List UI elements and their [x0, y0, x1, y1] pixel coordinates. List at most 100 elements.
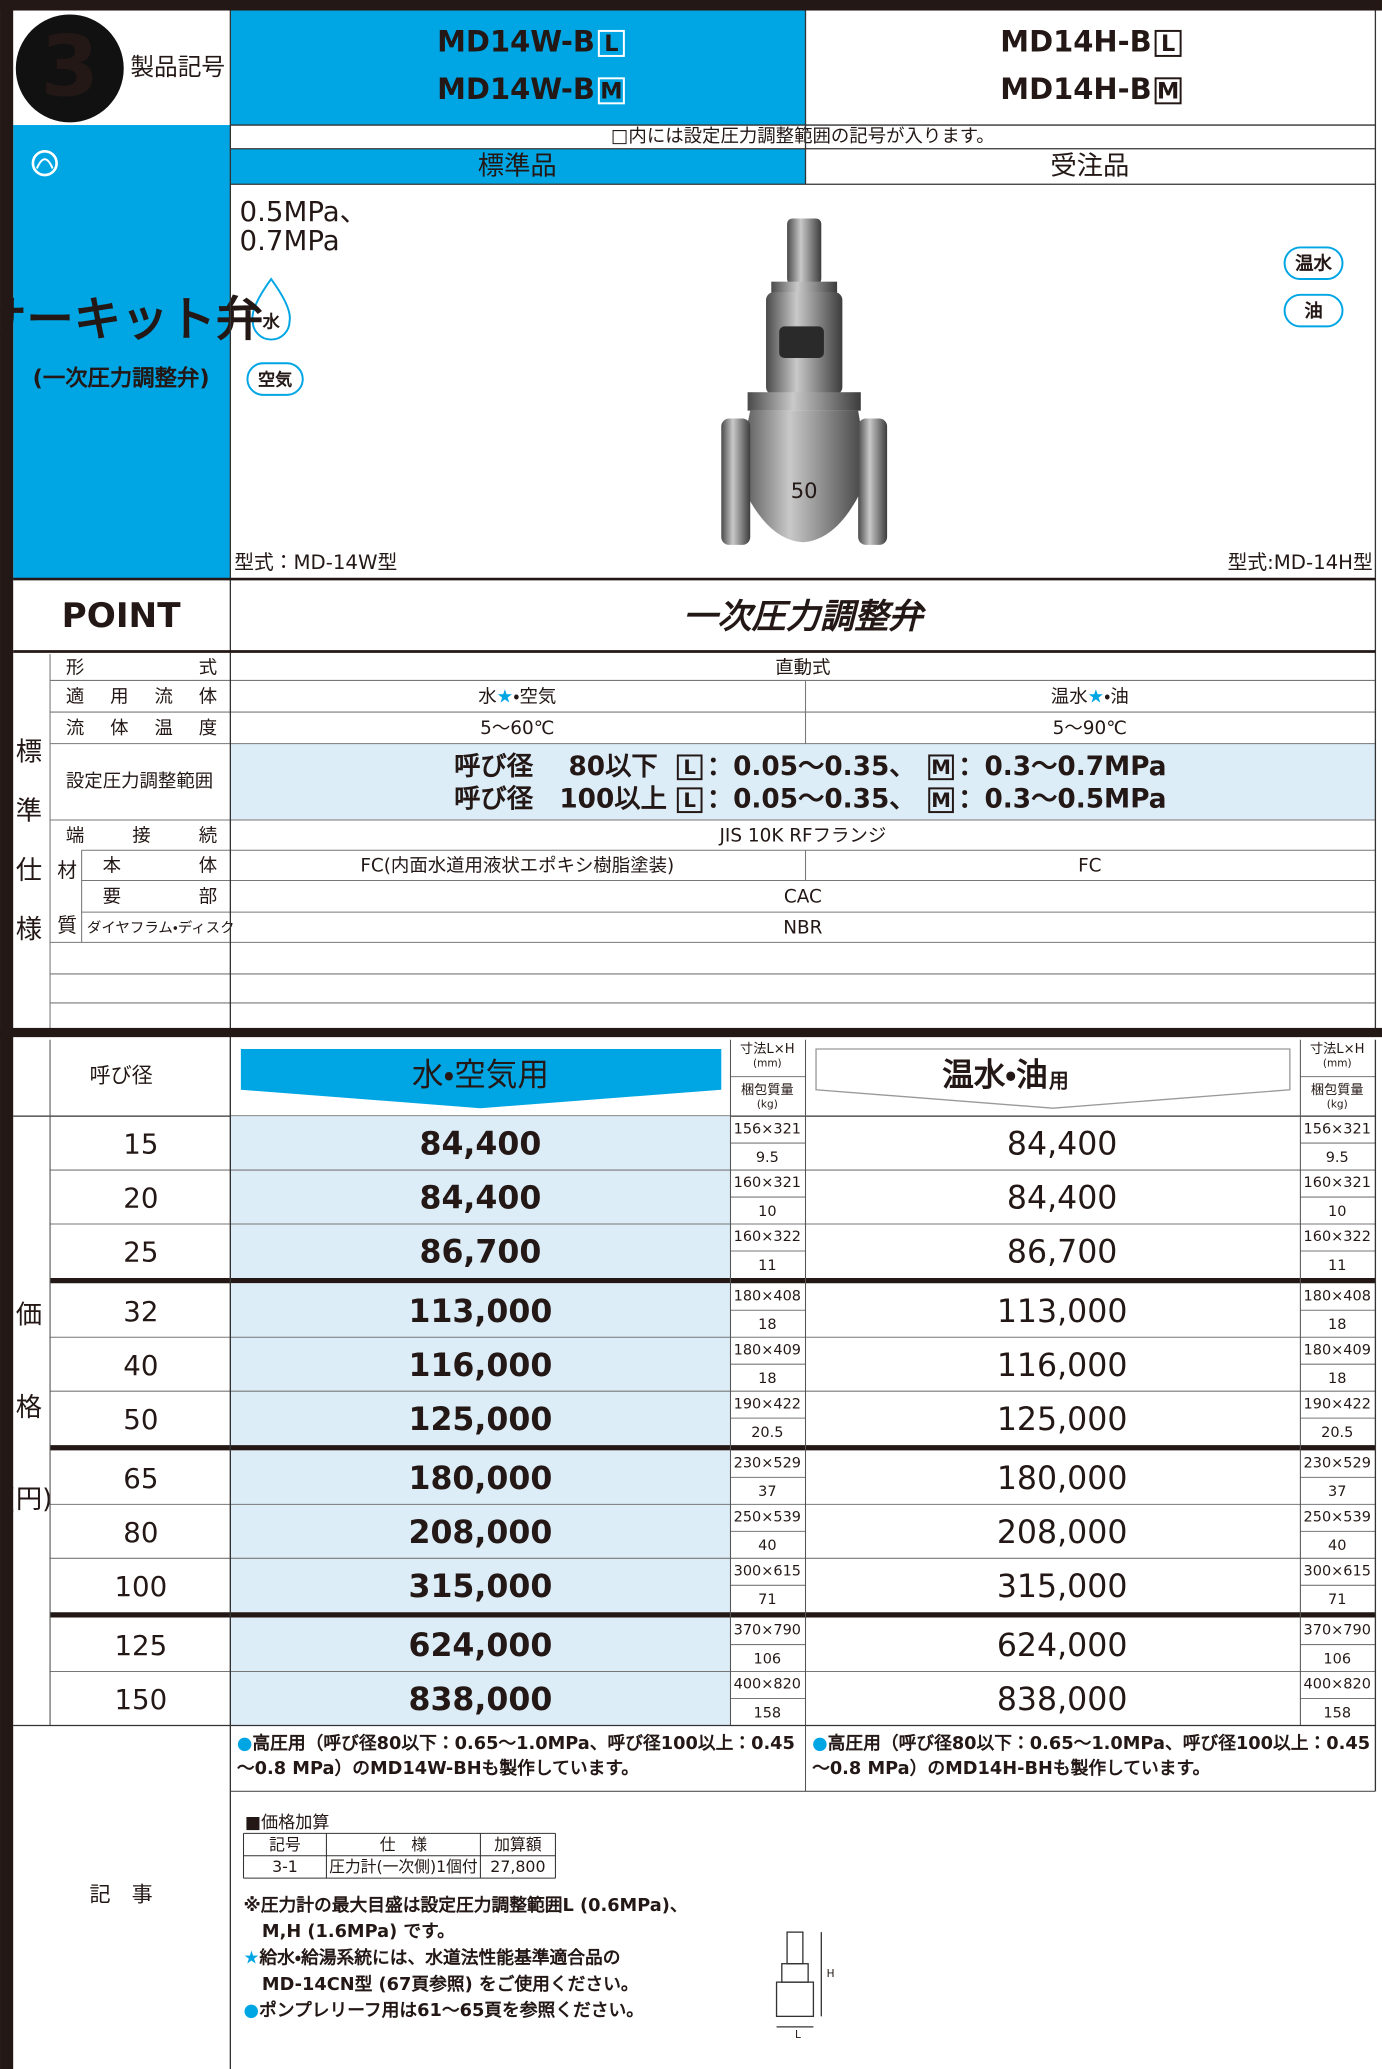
standard-banner [240, 1048, 722, 1109]
material-label: 材 [57, 859, 77, 882]
model-type: 型式：MD-14W型 [234, 551, 397, 574]
fluid-icon-label: 空気 [258, 369, 292, 390]
standard-label: 標準品 [478, 152, 557, 182]
pressure-range: ：0.05〜0.35、 [707, 785, 916, 815]
spec-value: NBR [783, 918, 822, 939]
section-rule [0, 1027, 1382, 1038]
order-price: 84,400 [1007, 1181, 1117, 1217]
weight: 18 [1328, 1371, 1346, 1387]
addition-cell: 圧力計(一次側)1個付 [329, 1857, 478, 1876]
dim-unit: (mm) [753, 1057, 782, 1069]
logo [31, 150, 58, 177]
note-line: ●高圧用（呼び径80以下：0.65〜1.0MPa、呼び径100以上：0.45 [237, 1732, 795, 1754]
nominal-size: 32 [123, 1295, 158, 1328]
weight: 11 [1328, 1258, 1346, 1274]
notes-label: 記 事 [90, 1881, 153, 1906]
dimension: 180×409 [734, 1342, 801, 1358]
nominal-size: 50 [123, 1403, 158, 1436]
material-label: 質 [57, 914, 77, 937]
standard-price: 624,000 [408, 1628, 552, 1664]
nominal-size: 80 [123, 1516, 158, 1549]
spec-group-label: 仕 [16, 856, 42, 886]
weight: 158 [754, 1705, 782, 1721]
weight: 18 [758, 1317, 776, 1333]
order-price: 838,000 [997, 1682, 1128, 1718]
suffix-box [928, 787, 954, 814]
weight: 10 [758, 1204, 776, 1220]
dimension: 400×820 [734, 1677, 801, 1693]
dimension-diagram [775, 1931, 822, 2028]
addition-title: ■価格加算 [245, 1813, 330, 1833]
addition-cell: 3-1 [272, 1857, 298, 1876]
addition-cell: 27,800 [490, 1857, 545, 1876]
order-price: 125,000 [997, 1402, 1128, 1438]
spec-value: 5〜90℃ [1053, 718, 1127, 739]
suffix-box [1154, 77, 1182, 105]
nominal-size: 25 [123, 1236, 158, 1269]
price-size-label: 呼び径 [90, 1063, 153, 1088]
standard-price-bg [230, 1116, 731, 1278]
suffix-box [597, 77, 625, 105]
range-code: M [931, 789, 951, 812]
weight: 40 [758, 1538, 776, 1554]
weight-unit: (kg) [757, 1098, 778, 1110]
dimension: 300×615 [734, 1563, 801, 1579]
standard-price: 116,000 [408, 1348, 552, 1384]
price-group-label: 格 [16, 1393, 42, 1423]
dimension: 156×321 [1304, 1121, 1371, 1137]
spec-value: JIS 10K RFフランジ [719, 825, 887, 846]
nominal-size: 65 [123, 1462, 158, 1495]
point-label: POINT [62, 596, 182, 636]
pressure-size: 呼び径 80以下 [454, 752, 658, 782]
valve-image [721, 218, 888, 545]
point-text: 一次圧力調整弁 [683, 597, 926, 637]
model-code: MD14W-B [437, 24, 595, 58]
pressure-range: ：0.3〜0.5MPa [958, 785, 1166, 815]
model-suffix: M [600, 79, 622, 105]
note-line: ●高圧用（呼び径80以下：0.65〜1.0MPa、呼び径100以上：0.45 [812, 1732, 1370, 1754]
diagram-label: L [795, 2029, 801, 2041]
dimension: 180×409 [1304, 1342, 1371, 1358]
pressure-size: 呼び径 100以上 [454, 785, 667, 815]
dimension: 160×322 [734, 1229, 801, 1245]
dimension: 400×820 [1304, 1677, 1371, 1693]
remark-line: M,H (1.6MPa) です。 [262, 1921, 455, 1942]
dimension: 250×539 [734, 1510, 801, 1526]
weight-label: 梱包質量 [1311, 1082, 1364, 1098]
nominal-size: 125 [114, 1629, 167, 1662]
dim-unit: (mm) [1323, 1057, 1352, 1069]
weight: 40 [1328, 1538, 1346, 1554]
dimension: 160×322 [1304, 1229, 1371, 1245]
weight: 20.5 [751, 1425, 783, 1441]
remark-line: ●ポンプレリーフ用は61〜65頁を参照ください。 [244, 1999, 645, 2021]
dim-label: 寸法L×H [1310, 1041, 1365, 1057]
order-price: 315,000 [997, 1569, 1128, 1605]
weight-unit: (kg) [1327, 1098, 1348, 1110]
dimension: 180×408 [1304, 1288, 1371, 1304]
weight: 20.5 [1321, 1425, 1353, 1441]
fluid-icon-label: 水 [262, 311, 281, 332]
diagram-label: H [827, 1968, 835, 1980]
dimension: 370×790 [1304, 1623, 1371, 1639]
spec-value: FC(内面水道用液状エポキシ樹脂塗装) [360, 856, 674, 877]
dimension: 300×615 [1304, 1563, 1371, 1579]
oil-icon [1283, 293, 1344, 328]
side-panel [13, 125, 231, 580]
order-label: 受注品 [1050, 152, 1129, 182]
weight: 11 [758, 1258, 776, 1274]
weight: 71 [1328, 1592, 1346, 1608]
spec-value: 5〜60℃ [480, 718, 554, 739]
standard-price: 180,000 [408, 1461, 552, 1497]
nominal-size: 15 [123, 1128, 158, 1161]
price-group-label: 価 [16, 1301, 42, 1331]
standard-label-bg [230, 148, 806, 185]
hot-water-icon [1283, 246, 1344, 281]
dimension: 230×529 [734, 1456, 801, 1472]
standard-price: 113,000 [408, 1294, 552, 1330]
header-note: □内には設定圧力調整範囲の記号が入ります。 [611, 126, 995, 147]
suffix-box [928, 754, 954, 781]
air-icon [246, 362, 304, 396]
note-line: 〜0.8 MPa）のMD14W-BHも製作しています。 [237, 1757, 639, 1779]
side-subtitle: (一次圧力調整弁) [33, 365, 210, 392]
dimension: 370×790 [734, 1623, 801, 1639]
